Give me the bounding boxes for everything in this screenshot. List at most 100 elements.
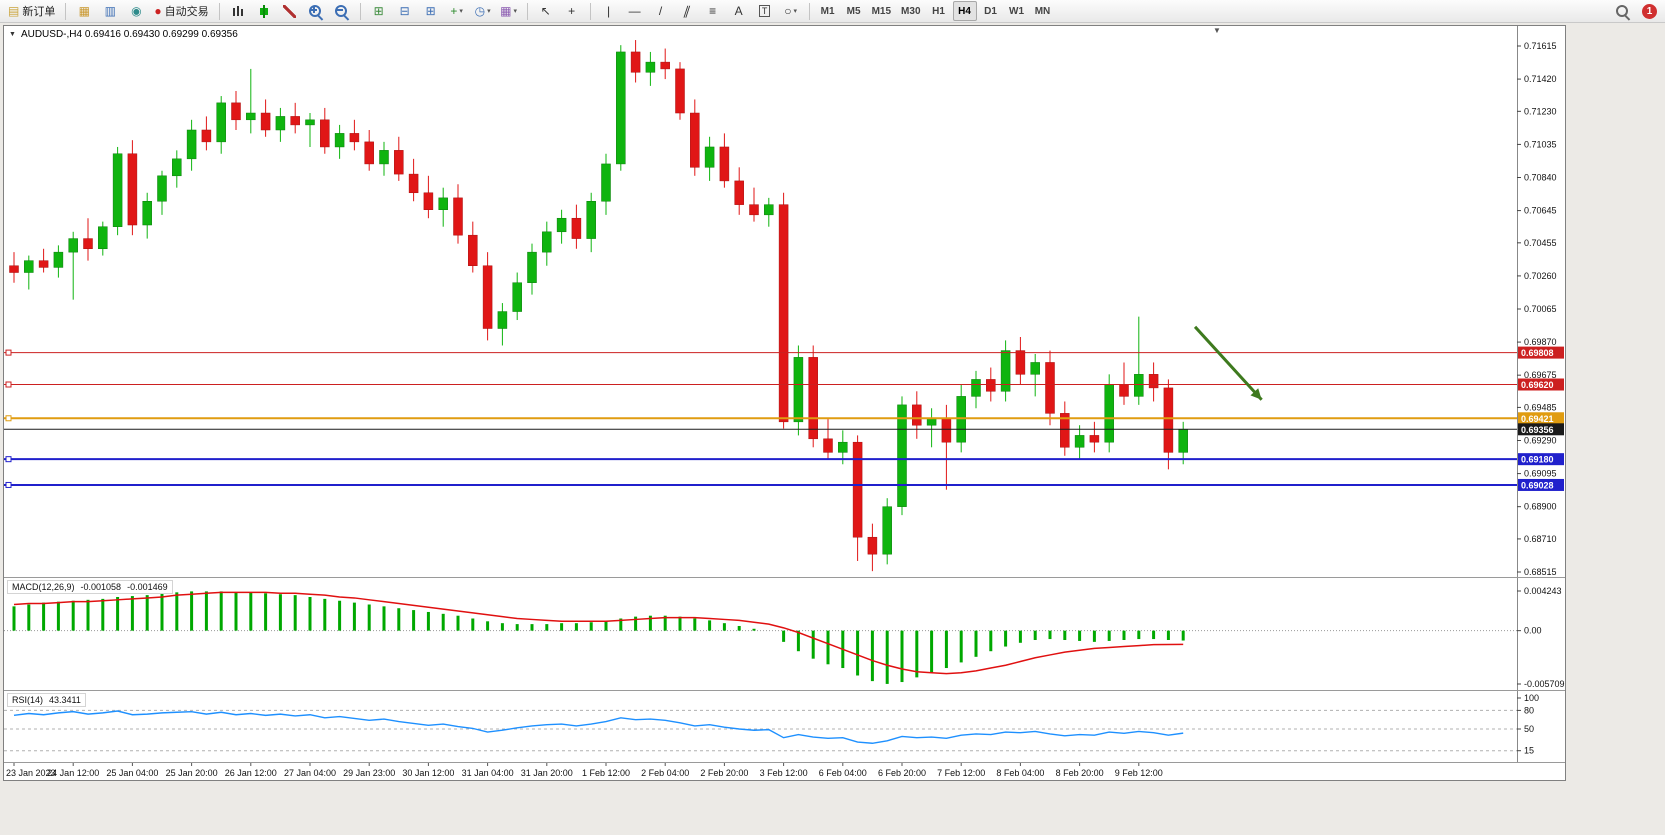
symbol-dropdown-icon[interactable]: ▼ <box>9 31 16 38</box>
candle <box>468 221 478 273</box>
arrange-windows-icon[interactable]: ⊞ <box>419 1 443 21</box>
toolbar: ▤ 新订单 ▦ ▥ ◉ ● 自动交易 ⊞ ⊟ ⊞ + ▾ ◷ ▾ ▦ ▾ ↖ + | — / ∥ ≡ A T ○ ▾ M1 M5 M15 M… <box>0 0 1665 23</box>
data-window-icon[interactable]: ▥ <box>98 1 122 21</box>
macd-panel[interactable]: 0.004243 0.00 -0.005709 MACD(12,26,9) -0.0… <box>4 578 1565 690</box>
candle <box>601 153 611 215</box>
timeframe-m15[interactable]: M15 <box>868 1 895 21</box>
tile-windows-icon[interactable]: ⊞ <box>367 1 391 21</box>
timeframe-m5[interactable]: M5 <box>842 1 866 21</box>
timeframe-m30[interactable]: M30 <box>897 1 924 21</box>
line-handle[interactable] <box>5 481 12 488</box>
cursor-tool-icon: ↖ <box>540 4 551 18</box>
candle <box>719 133 730 188</box>
templates-icon[interactable]: ▦ ▾ <box>497 1 521 21</box>
data-window-icon: ▥ <box>104 4 117 18</box>
rsi-canvas[interactable]: 100 80 50 15 <box>4 691 1565 762</box>
candle <box>630 40 641 83</box>
fibonacci-tool-icon[interactable]: ≡ <box>701 1 725 21</box>
candle <box>453 184 463 244</box>
macd-axis-tick: 0.00 <box>1524 626 1542 636</box>
main-chart-canvas[interactable]: 0.71615 0.71420 0.71230 0.71035 0.70840 0.706… <box>4 26 1565 577</box>
line-handle[interactable] <box>5 381 12 388</box>
panel-splitter[interactable] <box>4 762 1565 763</box>
price-axis-tick: 0.68515 <box>1524 567 1557 577</box>
time-axis-label: 25 Jan 20:00 <box>166 768 218 778</box>
add-indicator-icon[interactable]: + ▾ <box>445 1 469 21</box>
candle <box>38 248 49 273</box>
label-tool-icon: T <box>758 5 771 17</box>
timeframes-clock-icon[interactable]: ◷ ▾ <box>471 1 495 21</box>
macd-signal-line <box>13 591 1184 675</box>
new-order-button: ▤ <box>8 4 20 18</box>
add-indicator-icon: + <box>450 4 458 18</box>
market-watch-icon[interactable]: ▦ <box>72 1 96 21</box>
navigator-icon[interactable]: ◉ <box>124 1 148 21</box>
toolbar-separator <box>808 2 810 20</box>
candle <box>1163 379 1174 470</box>
candle <box>556 209 567 244</box>
candlestick-mode-icon[interactable] <box>252 1 276 21</box>
chart-shift-marker-icon[interactable]: ▼ <box>1213 26 1221 35</box>
trend-arrow[interactable] <box>1193 325 1263 401</box>
new-order-button[interactable]: ▤ 新订单 <box>4 1 59 21</box>
crosshair-tool-icon: + <box>568 4 576 18</box>
timeframe-d1[interactable]: D1 <box>979 1 1003 21</box>
cursor-tool-icon[interactable]: ↖ <box>534 1 558 21</box>
candle <box>926 408 937 448</box>
cascade-windows-icon[interactable]: ⊟ <box>393 1 417 21</box>
zoom-out-icon[interactable] <box>330 1 354 21</box>
line-chart-mode-icon[interactable] <box>278 1 302 21</box>
candle <box>9 252 19 283</box>
label-tool-icon[interactable]: T <box>753 1 777 21</box>
timeframe-w1[interactable]: W1 <box>1005 1 1029 21</box>
line-handle[interactable] <box>5 456 12 463</box>
crosshair-tool-icon[interactable]: + <box>560 1 584 21</box>
panel-splitter[interactable] <box>4 577 1565 578</box>
toolbar-separator <box>359 2 361 20</box>
trendline-tool-icon[interactable]: / <box>649 1 673 21</box>
price-axis-tick: 0.68710 <box>1524 534 1557 544</box>
candle <box>1178 421 1188 465</box>
panel-splitter[interactable] <box>4 690 1565 691</box>
chart-window[interactable]: 0.71615 0.71420 0.71230 0.71035 0.70840 0.706… <box>3 25 1566 781</box>
toolbar-separator <box>65 2 67 20</box>
macd-axis-tick: -0.005709 <box>1524 679 1565 689</box>
main-chart-panel[interactable]: 0.71615 0.71420 0.71230 0.71035 0.70840 0.706… <box>4 26 1565 577</box>
toolbar-separator <box>589 2 591 20</box>
horizontal-line-tool-icon[interactable]: — <box>623 1 647 21</box>
vertical-line-tool-icon[interactable]: | <box>597 1 621 21</box>
timeframe-m1[interactable]: M1 <box>816 1 840 21</box>
candle <box>734 167 744 215</box>
candle <box>260 99 271 137</box>
line-handle[interactable] <box>5 415 12 422</box>
time-axis[interactable]: 23 Jan 2023 24 Jan 12:00 25 Jan 04:00 25 Ja… <box>4 763 1565 780</box>
trendline-tool-icon: / <box>658 4 663 18</box>
rsi-name: RSI(14) <box>12 695 44 705</box>
channel-tool-icon[interactable]: ∥ <box>675 1 699 21</box>
search-icon[interactable] <box>1610 2 1634 22</box>
candle <box>1030 353 1040 397</box>
notification-badge[interactable]: 1 <box>1642 4 1657 19</box>
ohlc-bars-mode-icon <box>230 4 245 18</box>
candle <box>808 345 818 448</box>
line-handle[interactable] <box>5 349 12 356</box>
macd-canvas[interactable]: 0.004243 0.00 -0.005709 <box>4 578 1565 690</box>
candle <box>334 124 345 159</box>
rsi-panel[interactable]: 100 80 50 15 RSI(14) 43.3411 <box>4 691 1565 762</box>
price-tag <box>1518 346 1564 359</box>
price-axis-tick: 0.70645 <box>1524 206 1557 216</box>
price-tag-text: 0.69356 <box>1521 425 1554 435</box>
timeframe-h1[interactable]: H1 <box>927 1 951 21</box>
text-tool-icon[interactable]: A <box>727 1 751 21</box>
price-axis-tick: 0.70455 <box>1524 238 1557 248</box>
autotrading-button[interactable]: ● 自动交易 <box>150 1 212 21</box>
candle <box>675 62 685 120</box>
timeframe-h4[interactable]: H4 <box>952 1 977 21</box>
price-axis-tick: 0.71420 <box>1524 74 1557 84</box>
timeframe-mn[interactable]: MN <box>1031 1 1055 21</box>
toolbar-right: 1 <box>1610 0 1657 23</box>
shapes-tool-icon[interactable]: ○ ▾ <box>779 1 803 21</box>
chevron-down-icon: ▾ <box>487 8 491 15</box>
zoom-in-icon[interactable] <box>304 1 328 21</box>
ohlc-bars-mode-icon[interactable] <box>226 1 250 21</box>
